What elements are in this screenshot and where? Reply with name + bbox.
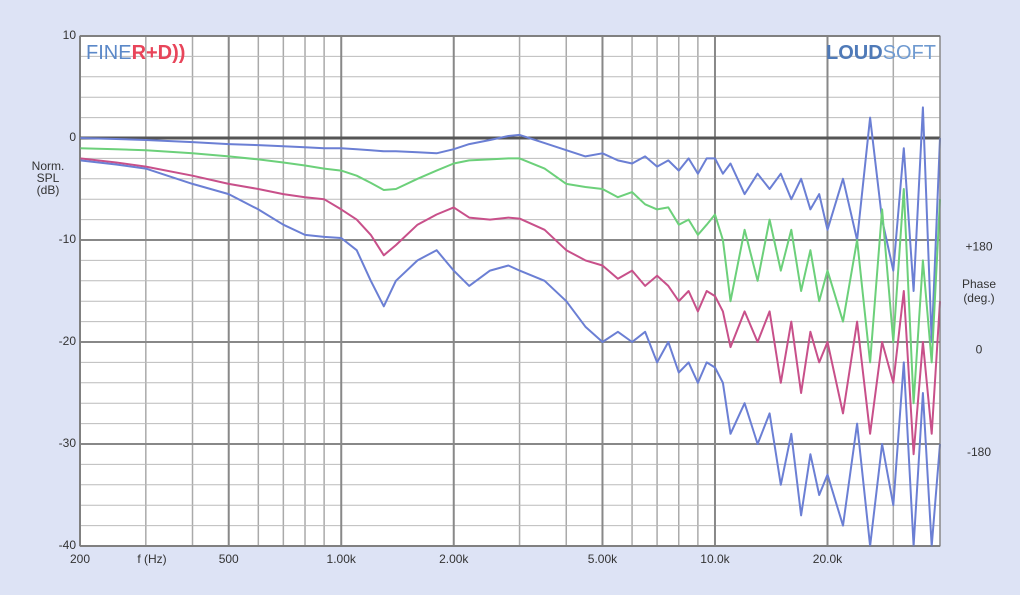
plot-area — [80, 36, 940, 546]
logo-rd: R+D)) — [132, 42, 186, 64]
y2-axis-label: (deg.) — [963, 291, 994, 305]
x-tick-label: 5.00k — [588, 552, 618, 566]
y-tick-label: 10 — [63, 28, 77, 42]
series-line — [79, 159, 941, 547]
y2-tick-label: -180 — [967, 445, 991, 459]
x-tick-label: 200 — [70, 552, 90, 566]
x-tick-label: 2.00k — [439, 552, 469, 566]
plot-frame — [79, 35, 941, 547]
y-tick-label: -30 — [59, 436, 77, 450]
logo-soft: SOFT — [883, 42, 936, 64]
y-axis-label: Norm. — [32, 159, 65, 173]
x-tick-label: 500 — [219, 552, 239, 566]
y-axis-label: SPL — [37, 171, 60, 185]
series-line — [79, 157, 941, 456]
x-axis-label: f (Hz) — [137, 552, 166, 566]
x-tick-label: 1.00k — [327, 552, 357, 566]
series-line — [79, 147, 941, 405]
logo-fine: FINE — [86, 42, 132, 64]
labels: 200 500 1.00k 2.00k 5.00k 10.0k 20.0k 10 0 -10 -20… — [32, 28, 997, 566]
y-tick-label: 0 — [69, 130, 76, 144]
lines — [79, 106, 941, 547]
x-tick-label: 20.0k — [813, 552, 843, 566]
y2-tick-label: 0 — [976, 342, 983, 356]
x-tick-label: 10.0k — [700, 552, 730, 566]
y-tick-label: -40 — [59, 538, 77, 552]
y2-tick-label: +180 — [965, 239, 992, 253]
y2-axis-label: Phase — [962, 277, 996, 291]
logo-right: LOUDSOFT — [826, 42, 936, 64]
y-tick-label: -10 — [59, 232, 77, 246]
y-axis-label: (dB) — [37, 183, 60, 197]
logo-loud: LOUD — [826, 42, 883, 64]
series-line — [79, 106, 941, 343]
logo-left: FINER+D)) — [86, 42, 185, 64]
y-tick-label: -20 — [59, 334, 77, 348]
